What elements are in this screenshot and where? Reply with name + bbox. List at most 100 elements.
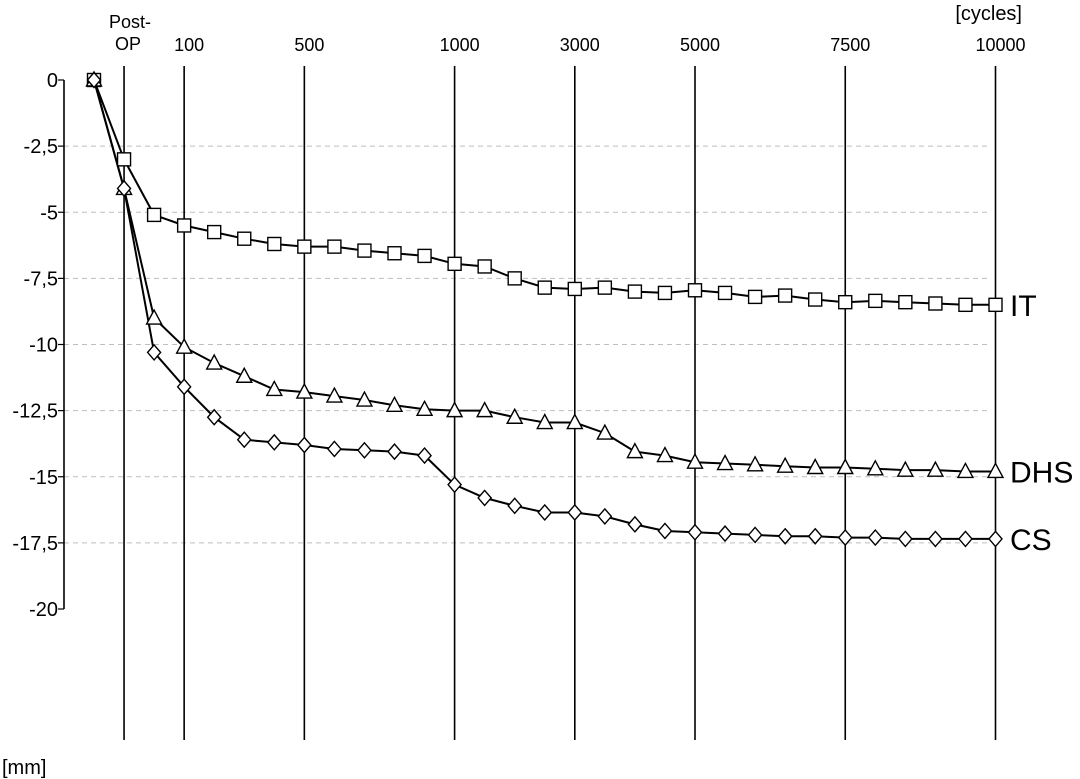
data-point-dhs	[295, 382, 314, 399]
data-point-cs	[447, 476, 463, 494]
data-point-dhs	[445, 401, 464, 418]
data-point-dhs	[325, 386, 344, 403]
data-point-dhs	[746, 455, 764, 472]
y-tick-labels: 0 -2,5 -5 -7,5 -10 -12,5 -15 -17,5 -20	[12, 70, 58, 621]
data-point-cs	[477, 489, 493, 507]
x-tick-label: OP	[115, 34, 141, 54]
x-tick-label: 5000	[680, 35, 720, 55]
y-tick-label: -12,5	[12, 401, 58, 423]
data-point-it	[657, 285, 673, 301]
data-point-cs	[116, 179, 132, 198]
data-point-it	[838, 294, 853, 310]
data-point-cs	[657, 522, 673, 540]
data-point-it	[116, 152, 132, 167]
data-point-cs	[988, 530, 1003, 548]
data-point-cs	[417, 447, 432, 465]
vertical-gridlines	[123, 66, 997, 740]
data-point-cs	[897, 530, 913, 548]
series-label-dhs: DHS	[1010, 456, 1073, 489]
y-tick-label: -7,5	[24, 268, 58, 290]
data-point-dhs	[986, 461, 1005, 479]
series-line-it	[93, 79, 996, 306]
data-point-dhs	[235, 366, 253, 383]
data-point-cs	[146, 343, 162, 362]
data-point-cs	[867, 529, 883, 547]
data-point-it	[297, 239, 312, 254]
data-point-dhs	[626, 442, 644, 459]
x-tick-labels: Post-OP 100 500 1000 3000 5000 7500 10000	[109, 12, 1025, 55]
y-axis-label: [mm]	[2, 757, 46, 779]
series-line-dhs	[93, 79, 996, 473]
data-point-cs	[357, 441, 372, 459]
series-label-it: IT	[1010, 290, 1037, 323]
series-lines	[93, 79, 996, 540]
data-point-dhs	[896, 460, 915, 477]
series-labels: IT DHS CS	[1010, 290, 1073, 557]
data-point-cs	[837, 529, 853, 547]
data-point-it	[777, 288, 793, 303]
x-tick-label: Post-	[109, 12, 151, 32]
data-point-dhs	[506, 407, 524, 424]
data-point-cs	[176, 378, 192, 396]
data-point-dhs	[956, 461, 975, 479]
data-point-it	[146, 207, 162, 223]
data-point-dhs	[716, 454, 734, 471]
data-point-it	[477, 259, 492, 274]
x-tick-label: 3000	[560, 35, 600, 55]
data-point-it	[267, 236, 282, 252]
x-tick-label: 10000	[975, 35, 1025, 55]
data-point-it	[958, 297, 973, 313]
data-point-it	[747, 289, 763, 305]
data-point-it	[417, 248, 432, 264]
data-point-cs	[747, 526, 763, 544]
data-point-cs	[927, 530, 943, 548]
x-axis-label: [cycles]	[955, 3, 1022, 25]
data-point-cs	[387, 443, 402, 461]
x-tick-label: 100	[174, 35, 204, 55]
data-point-cs	[537, 503, 553, 522]
data-point-it	[176, 218, 192, 233]
data-point-cs	[507, 497, 523, 515]
data-point-cs	[236, 431, 252, 449]
data-point-cs	[627, 515, 643, 533]
data-point-it	[387, 246, 402, 261]
data-point-dhs	[355, 390, 374, 407]
data-point-dhs	[145, 308, 163, 325]
data-point-cs	[266, 433, 282, 451]
data-point-dhs	[536, 413, 554, 430]
data-point-cs	[717, 525, 733, 543]
data-point-it	[988, 297, 1003, 313]
data-point-cs	[567, 503, 583, 522]
data-point-dhs	[385, 395, 404, 413]
data-point-it	[627, 284, 643, 299]
data-point-it	[717, 285, 733, 301]
data-point-dhs	[656, 446, 674, 463]
data-point-it	[898, 294, 913, 310]
data-point-dhs	[776, 456, 794, 473]
y-tick-label: -17,5	[12, 533, 58, 555]
series-markers	[85, 70, 1005, 548]
data-point-cs	[777, 527, 793, 545]
data-point-dhs	[205, 353, 223, 370]
y-tick-label: -5	[40, 202, 58, 224]
data-point-dhs	[926, 460, 945, 477]
data-point-it	[237, 231, 252, 246]
data-point-cs	[296, 436, 312, 454]
data-point-it	[808, 292, 823, 307]
x-tick-label: 7500	[830, 35, 870, 55]
data-point-it	[206, 224, 222, 240]
data-point-it	[357, 243, 372, 258]
y-tick-label: -15	[29, 467, 58, 489]
data-point-dhs	[415, 399, 434, 417]
horizontal-gridlines	[58, 79, 988, 610]
y-tick-label: -2,5	[24, 136, 58, 158]
data-point-cs	[807, 527, 823, 545]
y-tick-label: -20	[29, 599, 58, 621]
data-point-it	[537, 280, 552, 295]
data-point-it	[567, 281, 582, 297]
data-point-it	[928, 296, 943, 311]
data-point-cs	[326, 440, 342, 458]
x-tick-label: 1000	[440, 35, 480, 55]
data-point-dhs	[596, 423, 614, 440]
